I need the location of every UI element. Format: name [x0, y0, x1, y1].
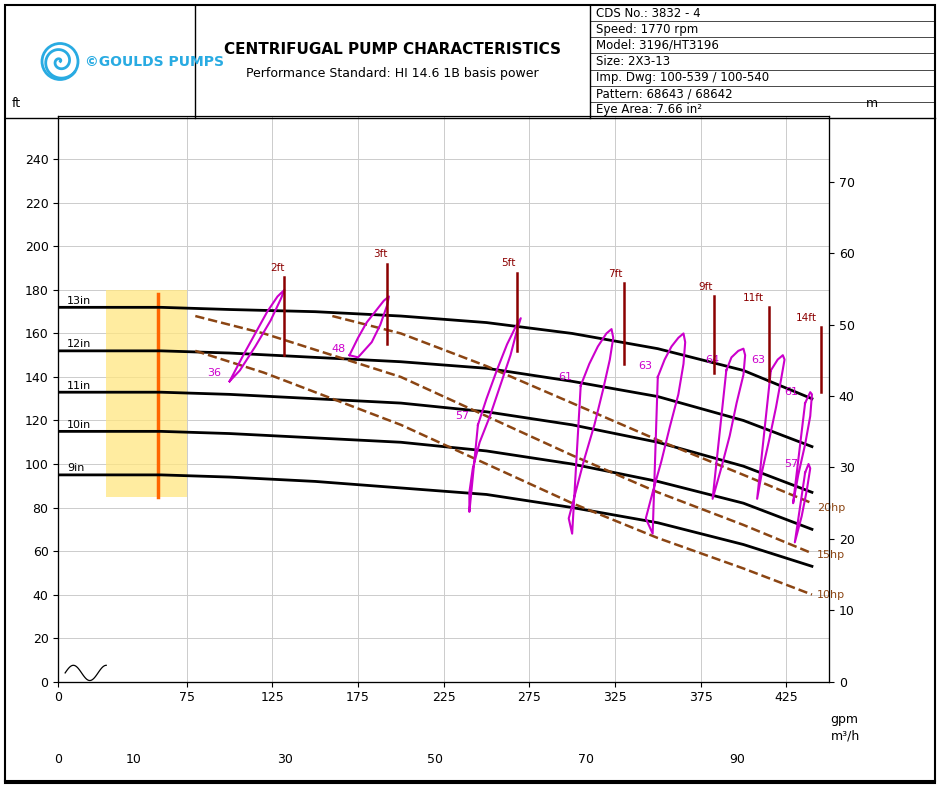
Text: m³/h: m³/h	[831, 730, 860, 743]
Text: Performance Standard: HI 14.6 1B basis power: Performance Standard: HI 14.6 1B basis p…	[246, 67, 539, 80]
Text: 10hp: 10hp	[817, 589, 845, 600]
Text: 11in: 11in	[67, 381, 91, 391]
Text: 15hp: 15hp	[817, 550, 845, 560]
Text: 50: 50	[428, 753, 444, 767]
Text: gpm: gpm	[831, 712, 858, 726]
Text: 57: 57	[784, 459, 798, 469]
Text: 61: 61	[784, 387, 798, 397]
Text: Model: 3196/HT3196: Model: 3196/HT3196	[596, 39, 719, 52]
Text: 48: 48	[332, 344, 346, 354]
Text: 36: 36	[207, 368, 221, 377]
Text: Eye Area: 7.66 in²: Eye Area: 7.66 in²	[596, 103, 702, 117]
Text: 63: 63	[638, 361, 652, 371]
Text: 10: 10	[126, 753, 142, 767]
Text: Size: 2X3-13: Size: 2X3-13	[596, 55, 670, 68]
Text: Pattern: 68643 / 68642: Pattern: 68643 / 68642	[596, 87, 732, 100]
Text: 57: 57	[455, 411, 469, 421]
Text: Speed: 1770 rpm: Speed: 1770 rpm	[596, 23, 698, 35]
Text: 13in: 13in	[67, 296, 91, 306]
Text: 3ft: 3ft	[373, 250, 387, 259]
Text: 20hp: 20hp	[817, 503, 845, 512]
Text: m: m	[866, 97, 878, 110]
Text: 64: 64	[705, 355, 719, 365]
Text: 9in: 9in	[67, 463, 85, 474]
Text: Imp. Dwg: 100-539 / 100-540: Imp. Dwg: 100-539 / 100-540	[596, 71, 769, 84]
Text: 7ft: 7ft	[608, 269, 622, 279]
Text: 12in: 12in	[67, 340, 91, 349]
Text: 61: 61	[558, 372, 572, 382]
Text: 30: 30	[276, 753, 292, 767]
Text: 14ft: 14ft	[796, 313, 817, 322]
Text: 2ft: 2ft	[271, 262, 285, 273]
Text: 0: 0	[55, 753, 62, 767]
Text: 63: 63	[752, 355, 766, 365]
Text: 5ft: 5ft	[502, 258, 516, 268]
Text: CENTRIFUGAL PUMP CHARACTERISTICS: CENTRIFUGAL PUMP CHARACTERISTICS	[224, 42, 561, 57]
Text: 70: 70	[578, 753, 594, 767]
Text: 11ft: 11ft	[744, 293, 764, 303]
Text: 90: 90	[729, 753, 745, 767]
Text: 9ft: 9ft	[698, 282, 713, 292]
Text: ft: ft	[11, 97, 21, 110]
Text: ©GOULDS PUMPS: ©GOULDS PUMPS	[85, 54, 224, 69]
Bar	[106, 290, 187, 496]
Text: 10in: 10in	[67, 420, 91, 429]
Text: CDS No.: 3832 - 4: CDS No.: 3832 - 4	[596, 6, 700, 20]
